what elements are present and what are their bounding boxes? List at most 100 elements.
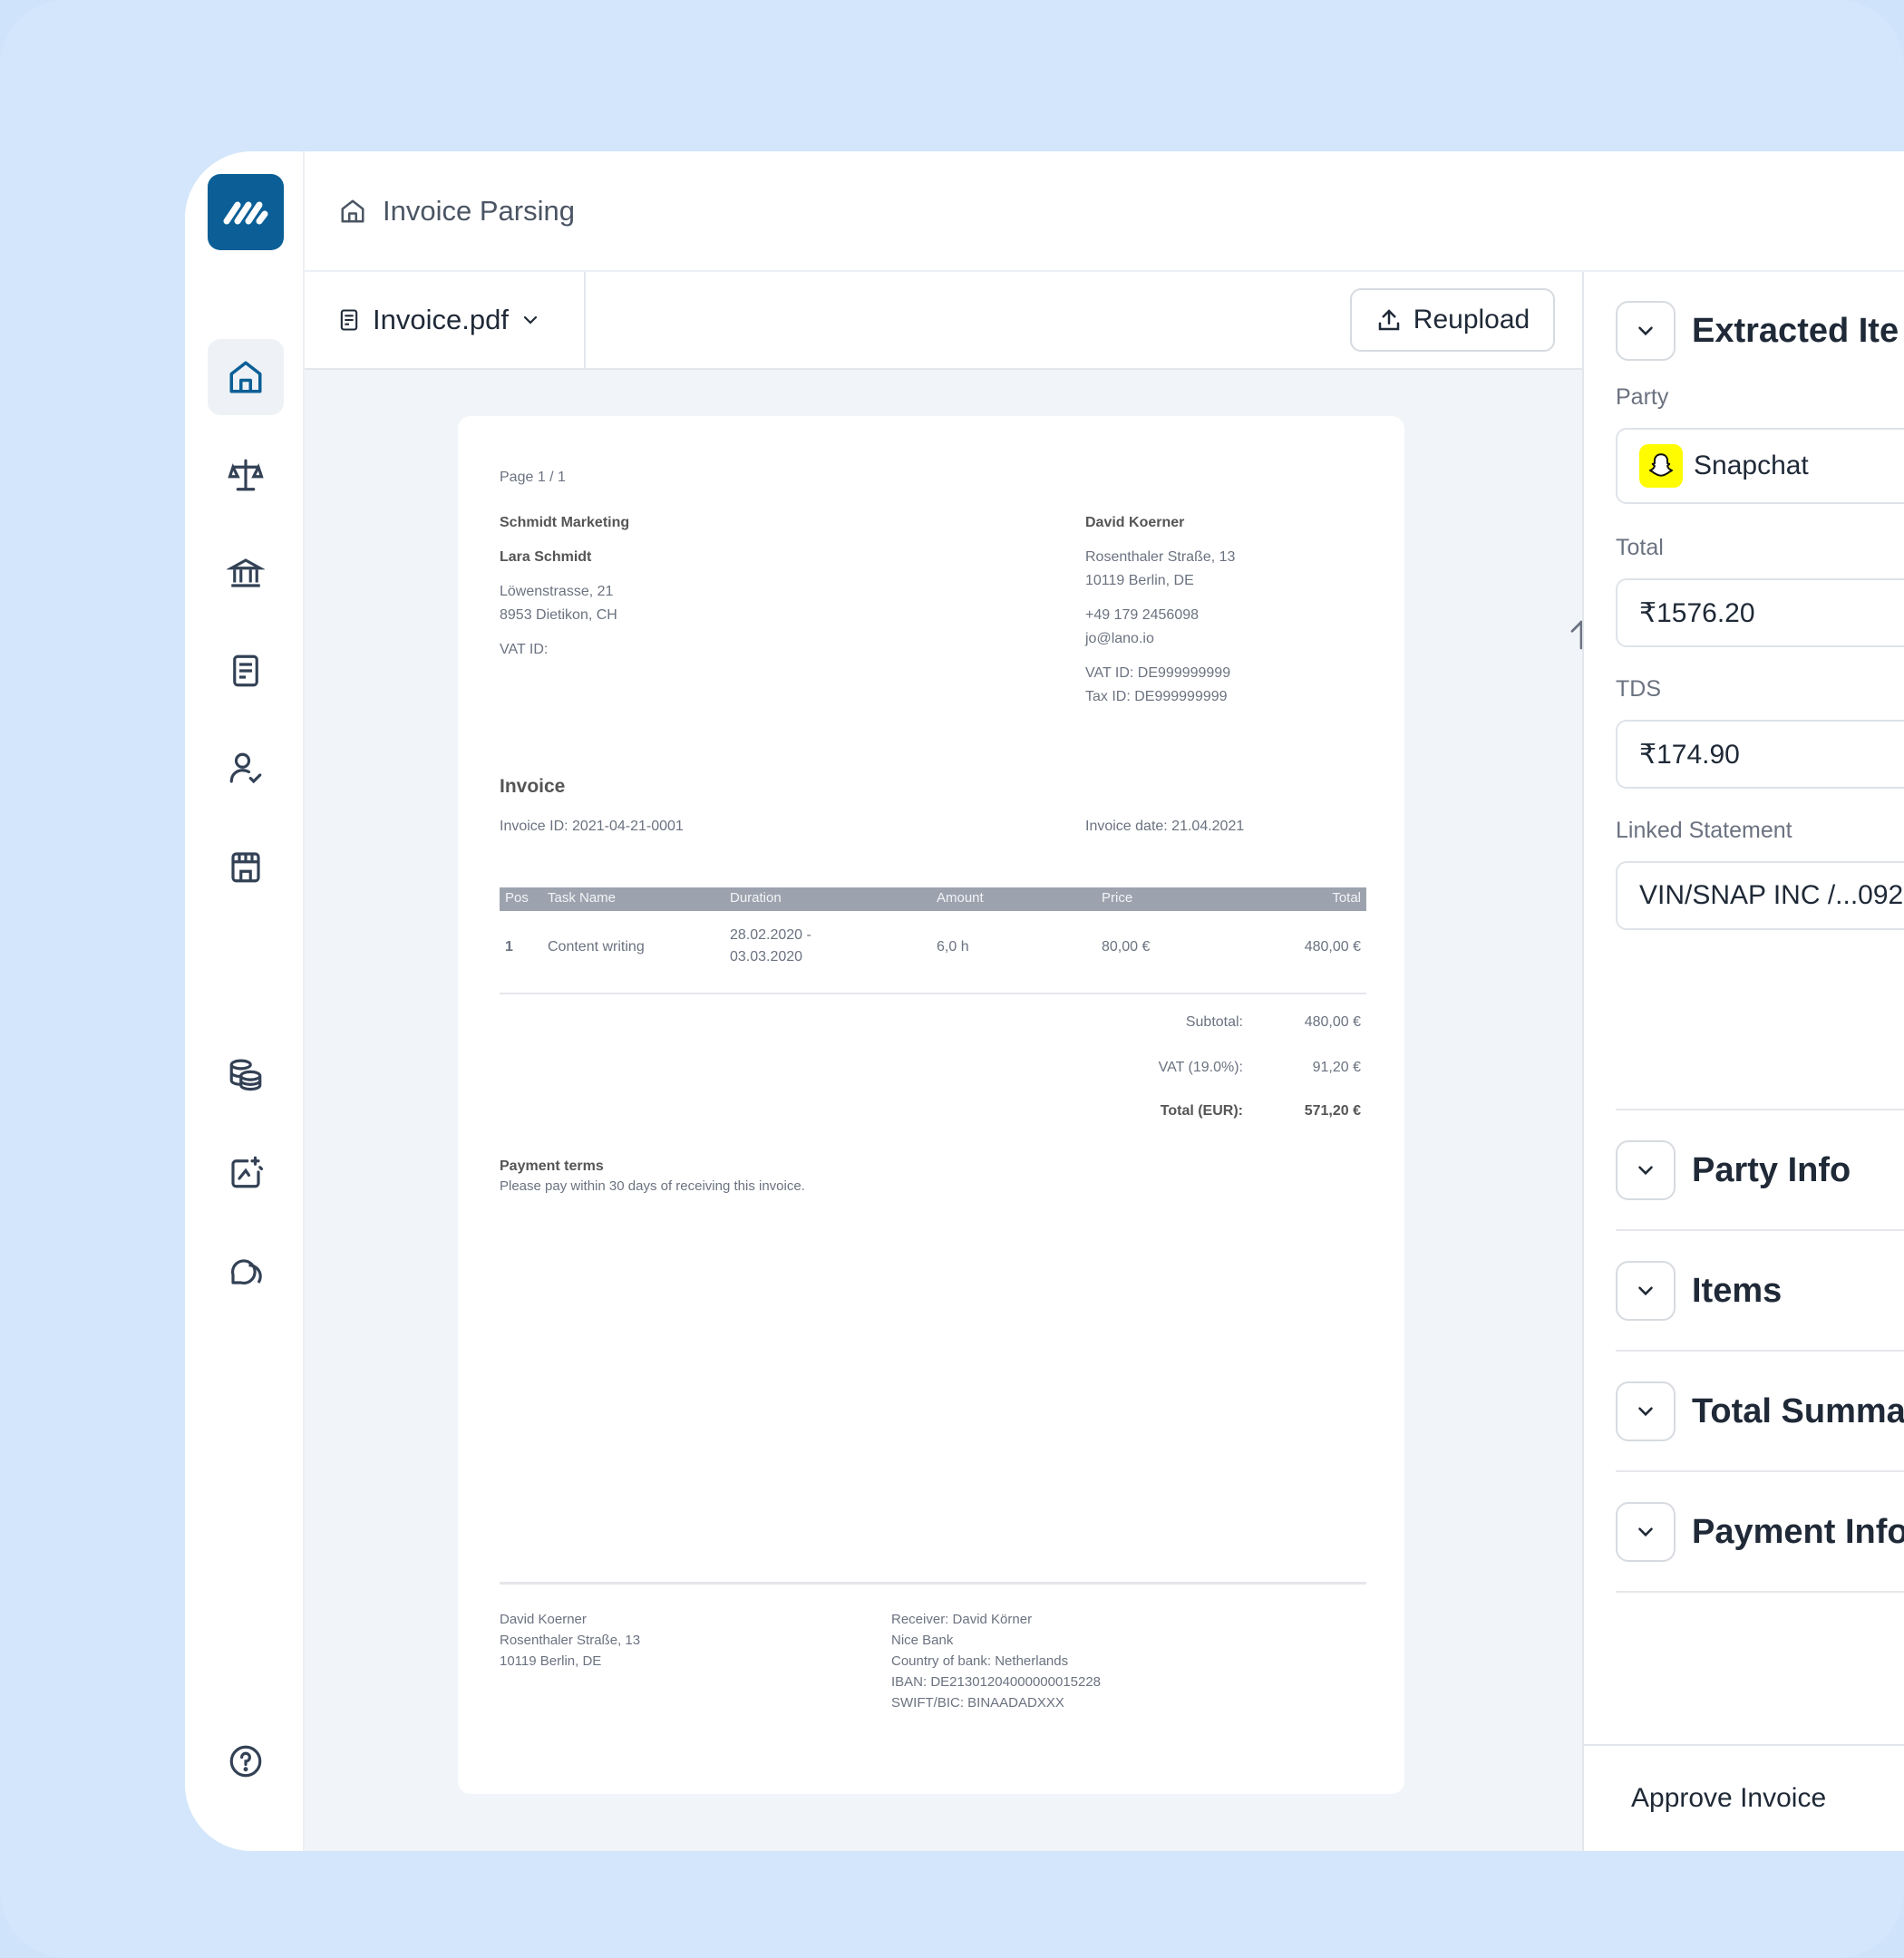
sparkle-icon <box>231 1156 264 1188</box>
sender-company: Schmidt Marketing <box>500 515 630 530</box>
footer-left-line: 10119 Berlin, DE <box>500 1653 602 1669</box>
reupload-button[interactable]: Reupload <box>1350 288 1555 352</box>
col-price: Price <box>1102 890 1133 906</box>
chevron-down-icon <box>1638 1286 1653 1296</box>
linked-statement-value: VIN/SNAP INC /...092 <box>1639 880 1904 910</box>
tds-field[interactable]: ₹174.90 <box>1616 720 1904 789</box>
recipient-tax: Tax ID: DE999999999 <box>1085 689 1228 704</box>
sidebar-item-finance[interactable] <box>208 1036 284 1112</box>
linked-statement-field[interactable]: VIN/SNAP INC /...092 <box>1616 861 1904 930</box>
sidebar-item-store[interactable] <box>208 829 284 905</box>
snapchat-icon <box>1639 444 1683 488</box>
expand-button[interactable] <box>1616 1261 1676 1321</box>
sidebar-item-bank[interactable] <box>208 535 284 611</box>
user-check-icon <box>229 752 262 784</box>
total-value: ₹1576.20 <box>1639 597 1755 628</box>
coins-icon <box>229 1059 262 1091</box>
row-duration-to: 03.03.2020 <box>730 949 803 964</box>
chat-icon <box>231 1259 262 1284</box>
party-field[interactable]: Snapchat <box>1616 428 1904 504</box>
collapse-button[interactable] <box>1616 301 1676 361</box>
chevron-down-icon <box>1638 1527 1653 1537</box>
section-extracted-items[interactable]: Extracted Ite <box>1616 301 1904 361</box>
expand-button[interactable] <box>1616 1140 1676 1200</box>
invoice-heading: Invoice <box>500 776 566 797</box>
section-party-info[interactable]: Party Info <box>1616 1140 1904 1200</box>
sender-vat: VAT ID: <box>500 642 549 657</box>
invoice-id: Invoice ID: 2021-04-21-0001 <box>500 819 684 834</box>
expand-button[interactable] <box>1616 1502 1676 1562</box>
section-title: Payment Info <box>1692 1512 1904 1551</box>
page-title: Invoice Parsing <box>383 194 575 227</box>
app-window: Invoice Parsing Invoice.pdf Reupload Pag… <box>185 151 1904 1851</box>
file-name: Invoice.pdf <box>373 304 509 335</box>
sender-block: Schmidt Marketing Lara Schmidt Löwenstra… <box>500 511 629 662</box>
sidebar-item-sparkle[interactable] <box>208 1134 284 1210</box>
footer-right-line: SWIFT/BIC: BINAADADXXX <box>891 1695 1064 1711</box>
upload-icon <box>1378 309 1400 331</box>
row-task: Content writing <box>548 939 645 955</box>
section-total-summary[interactable]: Total Summa <box>1616 1381 1904 1441</box>
approve-invoice-button[interactable]: Approve Invoice <box>1631 1783 1827 1813</box>
sidebar-item-chat[interactable] <box>208 1232 284 1308</box>
party-label: Party <box>1616 384 1669 410</box>
sidebar-item-users[interactable] <box>208 731 284 807</box>
footer-bank: Receiver: David Körner Nice Bank Country… <box>891 1609 1101 1713</box>
linked-statement-label: Linked Statement <box>1616 818 1792 843</box>
total-field[interactable]: ₹1576.20 <box>1616 578 1904 647</box>
sidebar-item-documents[interactable] <box>208 633 284 709</box>
logo-icon <box>223 201 268 225</box>
row-price: 80,00 € <box>1102 939 1151 955</box>
file-selector[interactable]: Invoice.pdf <box>305 272 586 368</box>
extraction-panel: Extracted Ite Party Snapchat Total ₹1576… <box>1582 272 1904 1851</box>
document-icon <box>233 654 258 687</box>
table-divider <box>500 993 1366 994</box>
page-indicator: Page 1 / 1 <box>500 470 566 485</box>
row-pos: 1 <box>505 939 513 955</box>
recipient-street: Rosenthaler Straße, 13 <box>1085 549 1236 565</box>
tds-label: TDS <box>1616 676 1661 702</box>
sidebar-item-home[interactable] <box>208 339 284 415</box>
scales-icon <box>228 459 264 491</box>
items-table-header: Pos Task Name Duration Amount Price Tota… <box>500 887 1366 911</box>
vat-label: VAT (19.0%): <box>1158 1060 1243 1075</box>
footer-left-line: David Koerner <box>500 1612 587 1627</box>
chevron-down-icon <box>523 315 538 325</box>
section-title: Party Info <box>1692 1150 1851 1189</box>
party-value: Snapchat <box>1694 451 1809 480</box>
col-task: Task Name <box>548 890 617 906</box>
section-divider <box>1616 1350 1904 1352</box>
row-total: 480,00 € <box>1304 939 1361 955</box>
subtotal-label: Subtotal: <box>1185 1014 1243 1030</box>
footer-sender: David Koerner Rosenthaler Straße, 13 101… <box>500 1609 640 1672</box>
footer-divider <box>500 1582 1366 1585</box>
sidebar-item-legal[interactable] <box>208 437 284 513</box>
section-items[interactable]: Items <box>1616 1261 1904 1321</box>
home-icon[interactable] <box>339 198 366 225</box>
row-amount: 6,0 h <box>937 939 969 955</box>
panel-footer: Approve Invoice <box>1584 1744 1904 1851</box>
sidebar-item-help[interactable] <box>208 1723 284 1799</box>
chevron-down-icon <box>1638 1407 1653 1417</box>
recipient-phone: +49 179 2456098 <box>1085 607 1200 623</box>
help-icon <box>229 1745 262 1778</box>
app-logo[interactable] <box>208 174 284 250</box>
document-viewer: Page 1 / 1 Schmidt Marketing Lara Schmid… <box>305 370 1582 1851</box>
invoice-page: Page 1 / 1 Schmidt Marketing Lara Schmid… <box>458 416 1404 1794</box>
chevron-down-icon <box>1638 326 1653 336</box>
section-payment-info[interactable]: Payment Info <box>1616 1502 1904 1562</box>
bank-icon <box>227 558 265 587</box>
section-title: Total Summa <box>1692 1391 1904 1430</box>
tds-value: ₹174.90 <box>1639 739 1740 770</box>
invoice-date: Invoice date: 21.04.2021 <box>1085 819 1245 834</box>
footer-right-line: Country of bank: Netherlands <box>891 1653 1069 1669</box>
terms-text: Please pay within 30 days of receiving t… <box>500 1178 805 1194</box>
sender-street: Löwenstrasse, 21 <box>500 584 614 599</box>
footer-right-line: IBAN: DE21301204000000015228 <box>891 1674 1102 1690</box>
vat-value: 91,20 € <box>1312 1060 1361 1075</box>
expand-button[interactable] <box>1616 1381 1676 1441</box>
section-divider <box>1616 1229 1904 1231</box>
col-pos: Pos <box>505 890 529 906</box>
total-label: Total <box>1616 535 1664 560</box>
home-icon <box>229 361 262 393</box>
